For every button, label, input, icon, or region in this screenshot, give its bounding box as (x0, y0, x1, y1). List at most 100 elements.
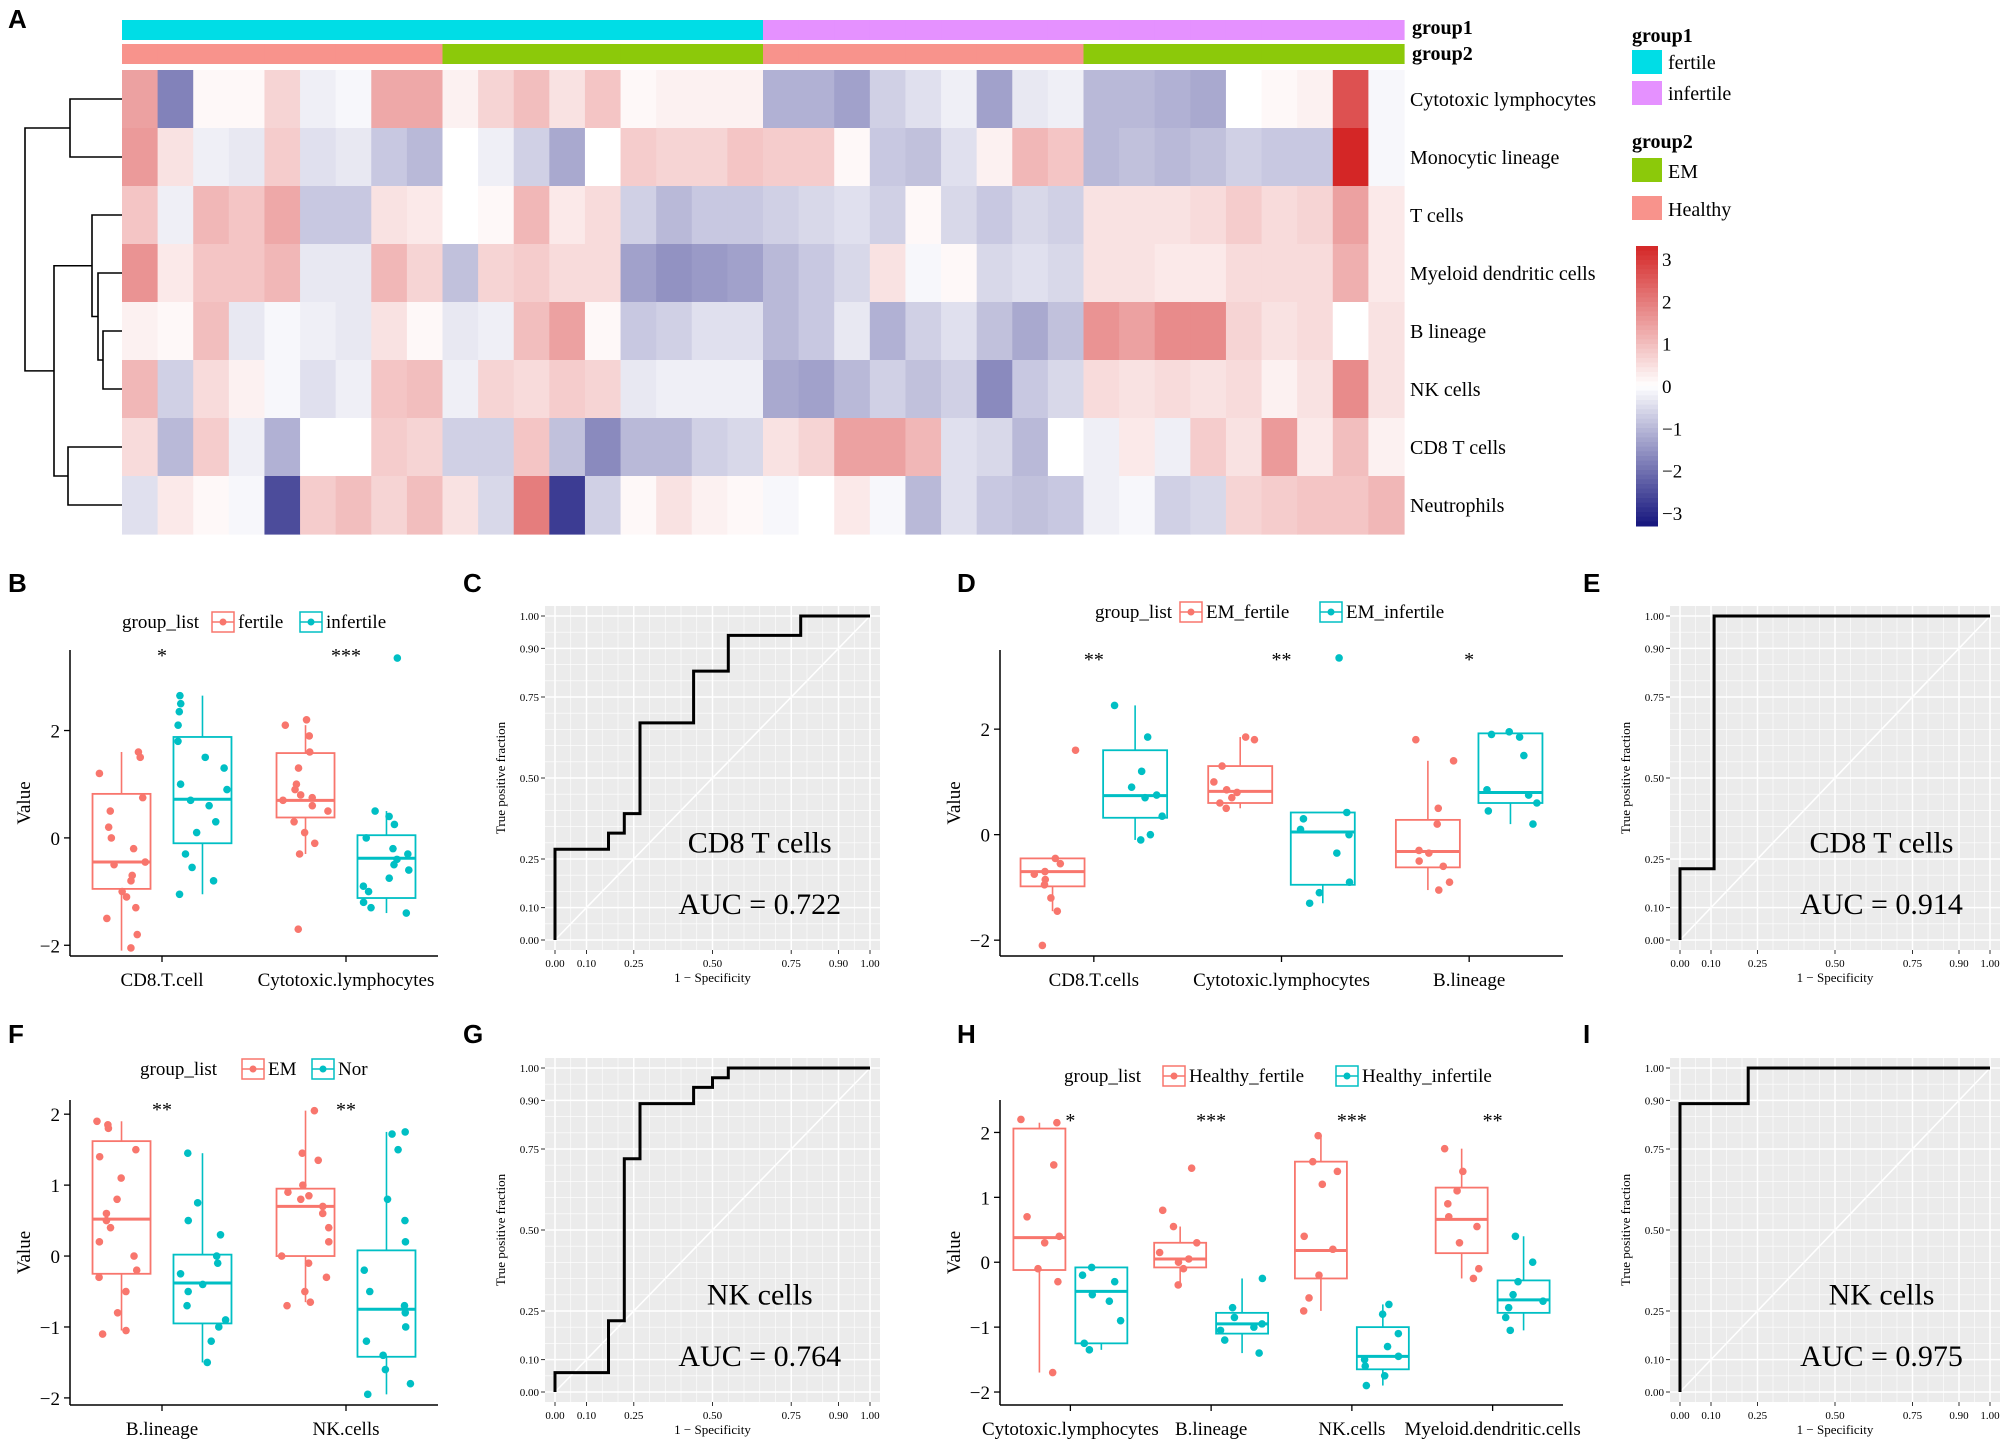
data-point (393, 654, 402, 662)
data-point (1533, 799, 1541, 807)
heatmap-cell (1225, 128, 1263, 187)
y-tick-label: 0.00 (520, 1387, 540, 1399)
heatmap-cell (300, 476, 337, 535)
data-point (1378, 1310, 1387, 1318)
heatmap-cell (1261, 302, 1298, 361)
heatmap-cell (1047, 418, 1085, 477)
data-point (300, 828, 309, 837)
data-point (1184, 1255, 1193, 1263)
heatmap-cell (300, 302, 337, 361)
y-tick-label: 1.00 (1645, 611, 1665, 623)
group1-annotation-cell (1119, 20, 1156, 40)
data-point (1459, 1167, 1467, 1176)
colorbar-segment (1636, 484, 1658, 490)
heatmap-cell (300, 128, 337, 187)
dendrogram-branch (24, 127, 70, 372)
data-point (381, 1365, 390, 1374)
colorbar-segment (1636, 278, 1658, 284)
heatmap-cell (228, 302, 266, 361)
roc-label: NK cells (1829, 1279, 1935, 1312)
heatmap-cell (371, 476, 408, 535)
data-point (1318, 1180, 1327, 1189)
data-point (318, 1202, 327, 1211)
y-tick-label: 0.75 (520, 1144, 540, 1156)
heatmap-cell (549, 70, 586, 129)
heatmap-cell (1012, 302, 1049, 361)
heatmap-cell (941, 302, 978, 361)
colorbar-segment (1636, 474, 1658, 480)
data-point (1333, 849, 1341, 857)
colorbar-segment (1636, 400, 1658, 406)
x-tick-label: 1.00 (1980, 1410, 2000, 1422)
heatmap-cell (1012, 128, 1049, 187)
heatmap-cell (941, 70, 978, 129)
x-tick-label: Cytotoxic.lymphocytes (258, 970, 435, 991)
data-point (127, 877, 135, 885)
heatmap-cell (976, 244, 1013, 303)
data-point (1333, 1167, 1342, 1176)
legend-key-dot (1343, 1072, 1351, 1080)
colorbar-tick-label: −2 (1662, 462, 1682, 483)
data-point (207, 1337, 216, 1345)
x-tick-label: 0.90 (1949, 1410, 1969, 1422)
heatmap-cell (834, 302, 871, 361)
heatmap-cell (798, 70, 835, 129)
data-point (1218, 762, 1226, 770)
roc-panel-i: 0.00 0.10 0.25 0.50 0.75 0.90 1.00 0.00 0.10 0.25… (1618, 1058, 2000, 1437)
colorbar-segment (1636, 423, 1658, 429)
y-tick-label: 0.10 (1645, 1355, 1665, 1367)
data-point (1385, 1300, 1393, 1309)
group2-annotation-cell (1190, 44, 1227, 64)
data-point (198, 1280, 207, 1289)
data-point (401, 1323, 410, 1331)
heatmap-cell (905, 476, 942, 535)
heatmap-cell (335, 360, 372, 419)
y-tick-label: 0.25 (520, 1306, 540, 1318)
data-point (324, 1223, 333, 1232)
group2-annotation-cell (1119, 44, 1156, 64)
heatmap-cell (1332, 476, 1369, 535)
data-point (404, 850, 412, 858)
box (356, 834, 417, 899)
heatmap-cell (584, 244, 622, 303)
y-tick-label: 0.50 (1645, 1225, 1665, 1237)
heatmap-cell (335, 302, 372, 361)
group2-annotation-cell (1261, 44, 1298, 64)
x-tick-label: B.lineage (1433, 970, 1505, 991)
data-point (1210, 778, 1218, 786)
y-tick-label: 0.25 (520, 854, 540, 866)
y-tick-label: 0.50 (520, 1225, 540, 1237)
data-point (132, 1145, 140, 1154)
heatmap-cell (1154, 128, 1191, 187)
heatmap-cell (584, 476, 622, 535)
data-point (1222, 804, 1231, 813)
colorbar-tick-label: −3 (1662, 504, 1682, 525)
group1-annotation-cell (1261, 20, 1298, 40)
y-tick-label: 0.90 (520, 1095, 540, 1107)
heatmap-cell (941, 360, 978, 419)
heatmap-cell (691, 302, 728, 361)
legend-group1-title: group1 (1632, 25, 1693, 47)
y-tick-label: 1.00 (1645, 1063, 1665, 1075)
significance-label: * (157, 645, 167, 667)
data-point (310, 1106, 319, 1115)
heatmap-cell (1154, 360, 1191, 419)
data-point (216, 1230, 225, 1239)
heatmap-cell (122, 128, 159, 187)
colorbar-segment (1636, 460, 1658, 466)
data-point (385, 874, 394, 882)
heatmap-cell (228, 186, 266, 245)
data-point (176, 780, 185, 789)
significance-label: *** (331, 645, 361, 667)
group2-annotation-cell (442, 44, 479, 64)
heatmap-cell (763, 360, 800, 419)
heatmap-cell (834, 244, 871, 303)
heatmap-cell (1119, 244, 1156, 303)
data-point (1023, 1213, 1031, 1221)
data-point (1137, 767, 1146, 776)
colorbar-segment (1636, 334, 1658, 340)
data-point (201, 753, 210, 762)
data-point (102, 1216, 111, 1225)
heatmap-cell (442, 302, 479, 361)
colorbar-segment (1636, 507, 1658, 513)
